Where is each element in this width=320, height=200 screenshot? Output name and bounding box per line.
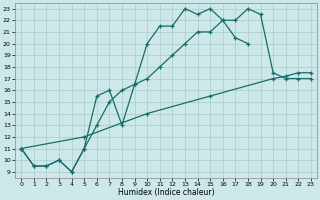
X-axis label: Humidex (Indice chaleur): Humidex (Indice chaleur) <box>118 188 214 197</box>
